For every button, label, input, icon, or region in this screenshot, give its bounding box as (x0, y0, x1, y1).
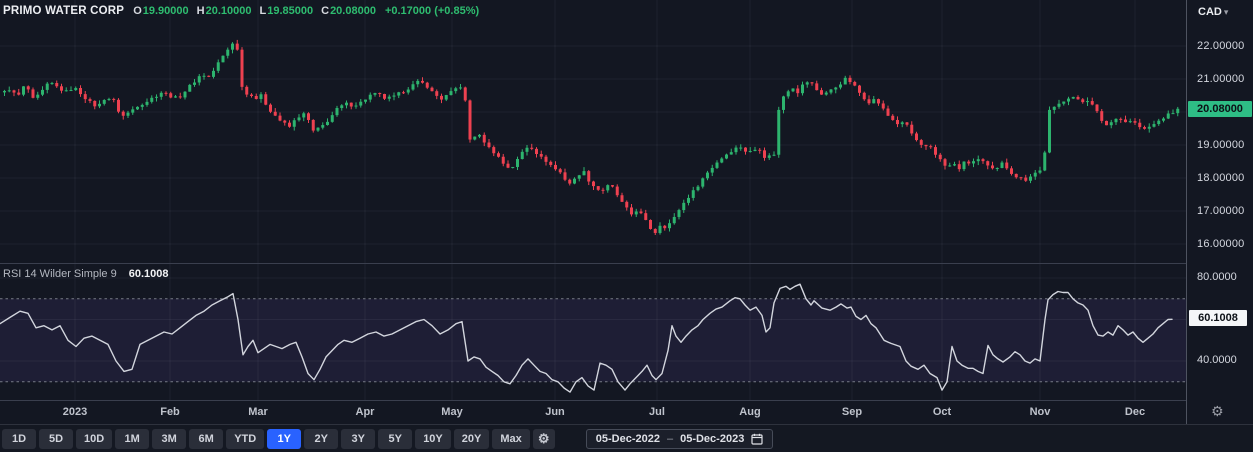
price-tick-label: 22.00000 (1197, 40, 1245, 52)
gear-icon[interactable]: ⚙ (1211, 403, 1224, 419)
currency-label: CAD (1198, 6, 1222, 18)
ohlc-value: 19.90000 (142, 5, 189, 17)
price-pane-chart[interactable] (0, 0, 1186, 263)
time-axis-label: Oct (932, 406, 952, 418)
rsi-tick-label: 40.0000 (1197, 354, 1237, 366)
ohlc-label: L (259, 5, 267, 17)
price-tick-label: 18.00000 (1197, 172, 1245, 184)
ohlc-label: H (196, 5, 205, 17)
range-button-max[interactable]: Max (492, 428, 530, 449)
ohlc-value: 19.85000 (267, 5, 314, 17)
rsi-tick-label: 80.0000 (1197, 271, 1237, 283)
rsi-legend: RSI 14 Wilder Simple 9 60.1008 (3, 268, 168, 280)
date-to: 05-Dec-2023 (680, 432, 745, 445)
price-tick-label: 19.00000 (1197, 139, 1245, 151)
range-button-20y[interactable]: 20Y (453, 428, 490, 449)
range-button-1y[interactable]: 1Y (267, 428, 302, 449)
ohlc-label: O (133, 5, 142, 17)
time-axis[interactable]: 2023 Feb Mar Apr May Jun Jul Aug Sep Oct Nov Dec (0, 400, 1186, 424)
rsi-current-value: 60.1008 (128, 268, 169, 280)
symbol-name: PRIMO WATER CORP (3, 5, 125, 17)
time-axis-label: May (441, 406, 463, 418)
price-tick-label: 17.00000 (1197, 205, 1245, 217)
ohlc-value: 20.08000 (330, 5, 376, 17)
range-buttons: 1D 5D 10D 1M 3M 6M YTD 1Y 2Y 3Y 5Y 10Y 20Y Max (2, 428, 530, 449)
range-button-ytd[interactable]: YTD (226, 428, 265, 449)
range-button-6m[interactable]: 6M (189, 428, 224, 449)
time-axis-label: Jun (545, 406, 565, 418)
time-axis-label: Mar (248, 406, 268, 418)
time-axis-label: Jul (649, 406, 665, 418)
gear-icon: ⚙ (537, 430, 550, 446)
ohlc-item: O 19.90000 (133, 5, 188, 17)
chevron-down-icon: ▾ (1223, 7, 1229, 17)
price-tick-label: 21.00000 (1197, 73, 1245, 85)
price-axis[interactable]: CAD ▾ 22.00000 21.00000 19.00000 18.00000 17.… (1186, 0, 1253, 424)
ohlc-label: C (321, 5, 330, 17)
price-legend: PRIMO WATER CORP O 19.90000 H 20.10000 L 19.8… (3, 5, 479, 17)
time-axis-label: 2023 (62, 406, 88, 418)
ohlc-value: 20.10000 (205, 5, 252, 17)
range-button-5d[interactable]: 5D (39, 428, 73, 449)
range-button-10y[interactable]: 10Y (415, 428, 451, 449)
date-separator: – (666, 432, 674, 445)
ohlc-item: H 20.10000 (197, 5, 252, 17)
ohlc-item: C 20.08000 (321, 5, 376, 17)
time-axis-label: Feb (160, 406, 180, 418)
calendar-icon (751, 433, 763, 445)
range-button-1m[interactable]: 1M (115, 428, 150, 449)
time-axis-label: Apr (355, 406, 375, 418)
range-button-10d[interactable]: 10D (76, 428, 113, 449)
price-tick-label: 16.00000 (1197, 238, 1245, 250)
range-button-3m[interactable]: 3M (152, 428, 187, 449)
range-button-2y[interactable]: 2Y (304, 428, 339, 449)
last-price-badge: 20.08000 (1188, 101, 1252, 118)
time-axis-label: Aug (739, 406, 761, 418)
range-toolbar: 1D 5D 10D 1M 3M 6M YTD 1Y 2Y 3Y 5Y 10Y 20Y Max ⚙ 05-D… (0, 424, 1253, 452)
currency-dropdown[interactable]: CAD ▾ (1198, 6, 1228, 18)
price-change: +0.17000 (+0.85%) (384, 5, 480, 17)
range-button-5y[interactable]: 5Y (378, 428, 413, 449)
rsi-value-badge: 60.1008 (1189, 310, 1247, 327)
ohlc-values: O 19.90000 H 20.10000 L 19.85000 C 20.08000 (133, 5, 376, 17)
range-button-1d[interactable]: 1D (2, 428, 36, 449)
date-from: 05-Dec-2022 (595, 432, 660, 445)
rsi-pane-chart[interactable] (0, 263, 1186, 400)
settings-gear-button[interactable]: ⚙ (532, 428, 555, 449)
time-axis-label: Sep (841, 406, 863, 418)
range-button-3y[interactable]: 3Y (341, 428, 376, 449)
time-axis-label: Dec (1124, 406, 1146, 418)
time-axis-label: Nov (1029, 406, 1051, 418)
date-range-picker[interactable]: 05-Dec-2022 – 05-Dec-2023 (585, 428, 774, 449)
rsi-indicator-title: RSI 14 Wilder Simple 9 (3, 268, 117, 280)
ohlc-item: L 19.85000 (259, 5, 313, 17)
